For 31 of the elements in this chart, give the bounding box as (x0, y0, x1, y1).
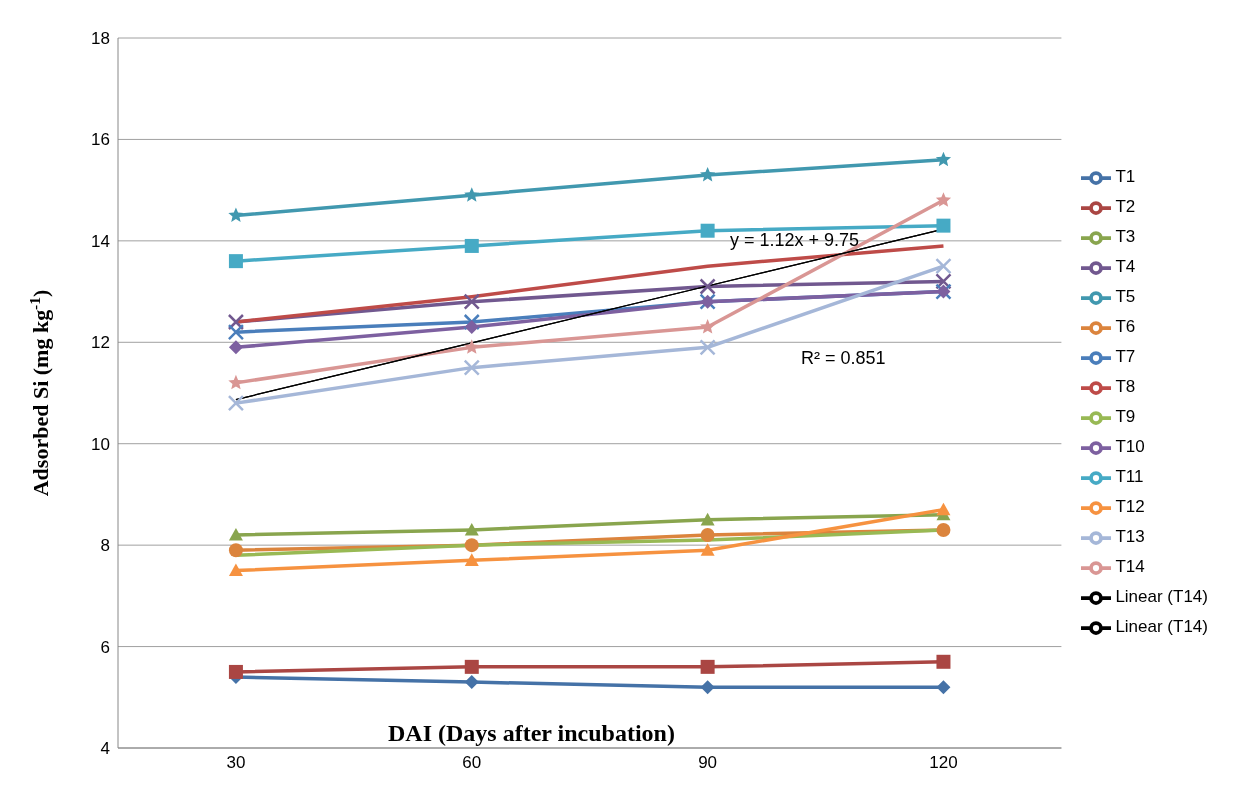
legend-label: T3 (1115, 227, 1136, 247)
x-axis-title: DAI (Days after incubation) (388, 720, 675, 747)
legend-label: T10 (1115, 437, 1145, 457)
legend-label: T2 (1115, 197, 1136, 217)
legend-label: T1 (1115, 167, 1136, 187)
legend-label: Linear (T14) (1115, 587, 1208, 607)
annotation: R² = 0.851 (801, 348, 886, 369)
legend-label: T7 (1115, 347, 1136, 367)
y-tick-label: 18 (91, 29, 110, 49)
y-tick-label: 12 (91, 333, 110, 353)
legend-label: T12 (1115, 497, 1145, 517)
legend-label: T11 (1115, 467, 1144, 487)
legend-label: T13 (1115, 527, 1145, 547)
legend-label: T6 (1115, 317, 1136, 337)
legend-label: T5 (1115, 287, 1136, 307)
y-tick-label: 6 (100, 637, 110, 657)
x-tick-label: 30 (226, 753, 246, 773)
legend-label: T14 (1115, 557, 1145, 577)
x-tick-label: 90 (698, 753, 718, 773)
y-tick-label: 16 (91, 130, 110, 150)
legend-label: T4 (1115, 257, 1136, 277)
annotation: y = 1.12x + 9.75 (730, 230, 860, 251)
y-tick-label: 4 (100, 739, 110, 759)
legend-label: T8 (1115, 377, 1136, 397)
y-tick-label: 8 (100, 536, 110, 556)
legend-label: T9 (1115, 407, 1136, 427)
y-tick-label: 10 (91, 434, 110, 454)
y-tick-label: 14 (91, 231, 110, 251)
legend-label: Linear (T14) (1115, 617, 1208, 637)
x-tick-label: 60 (462, 753, 482, 773)
x-tick-label: 120 (929, 753, 958, 773)
